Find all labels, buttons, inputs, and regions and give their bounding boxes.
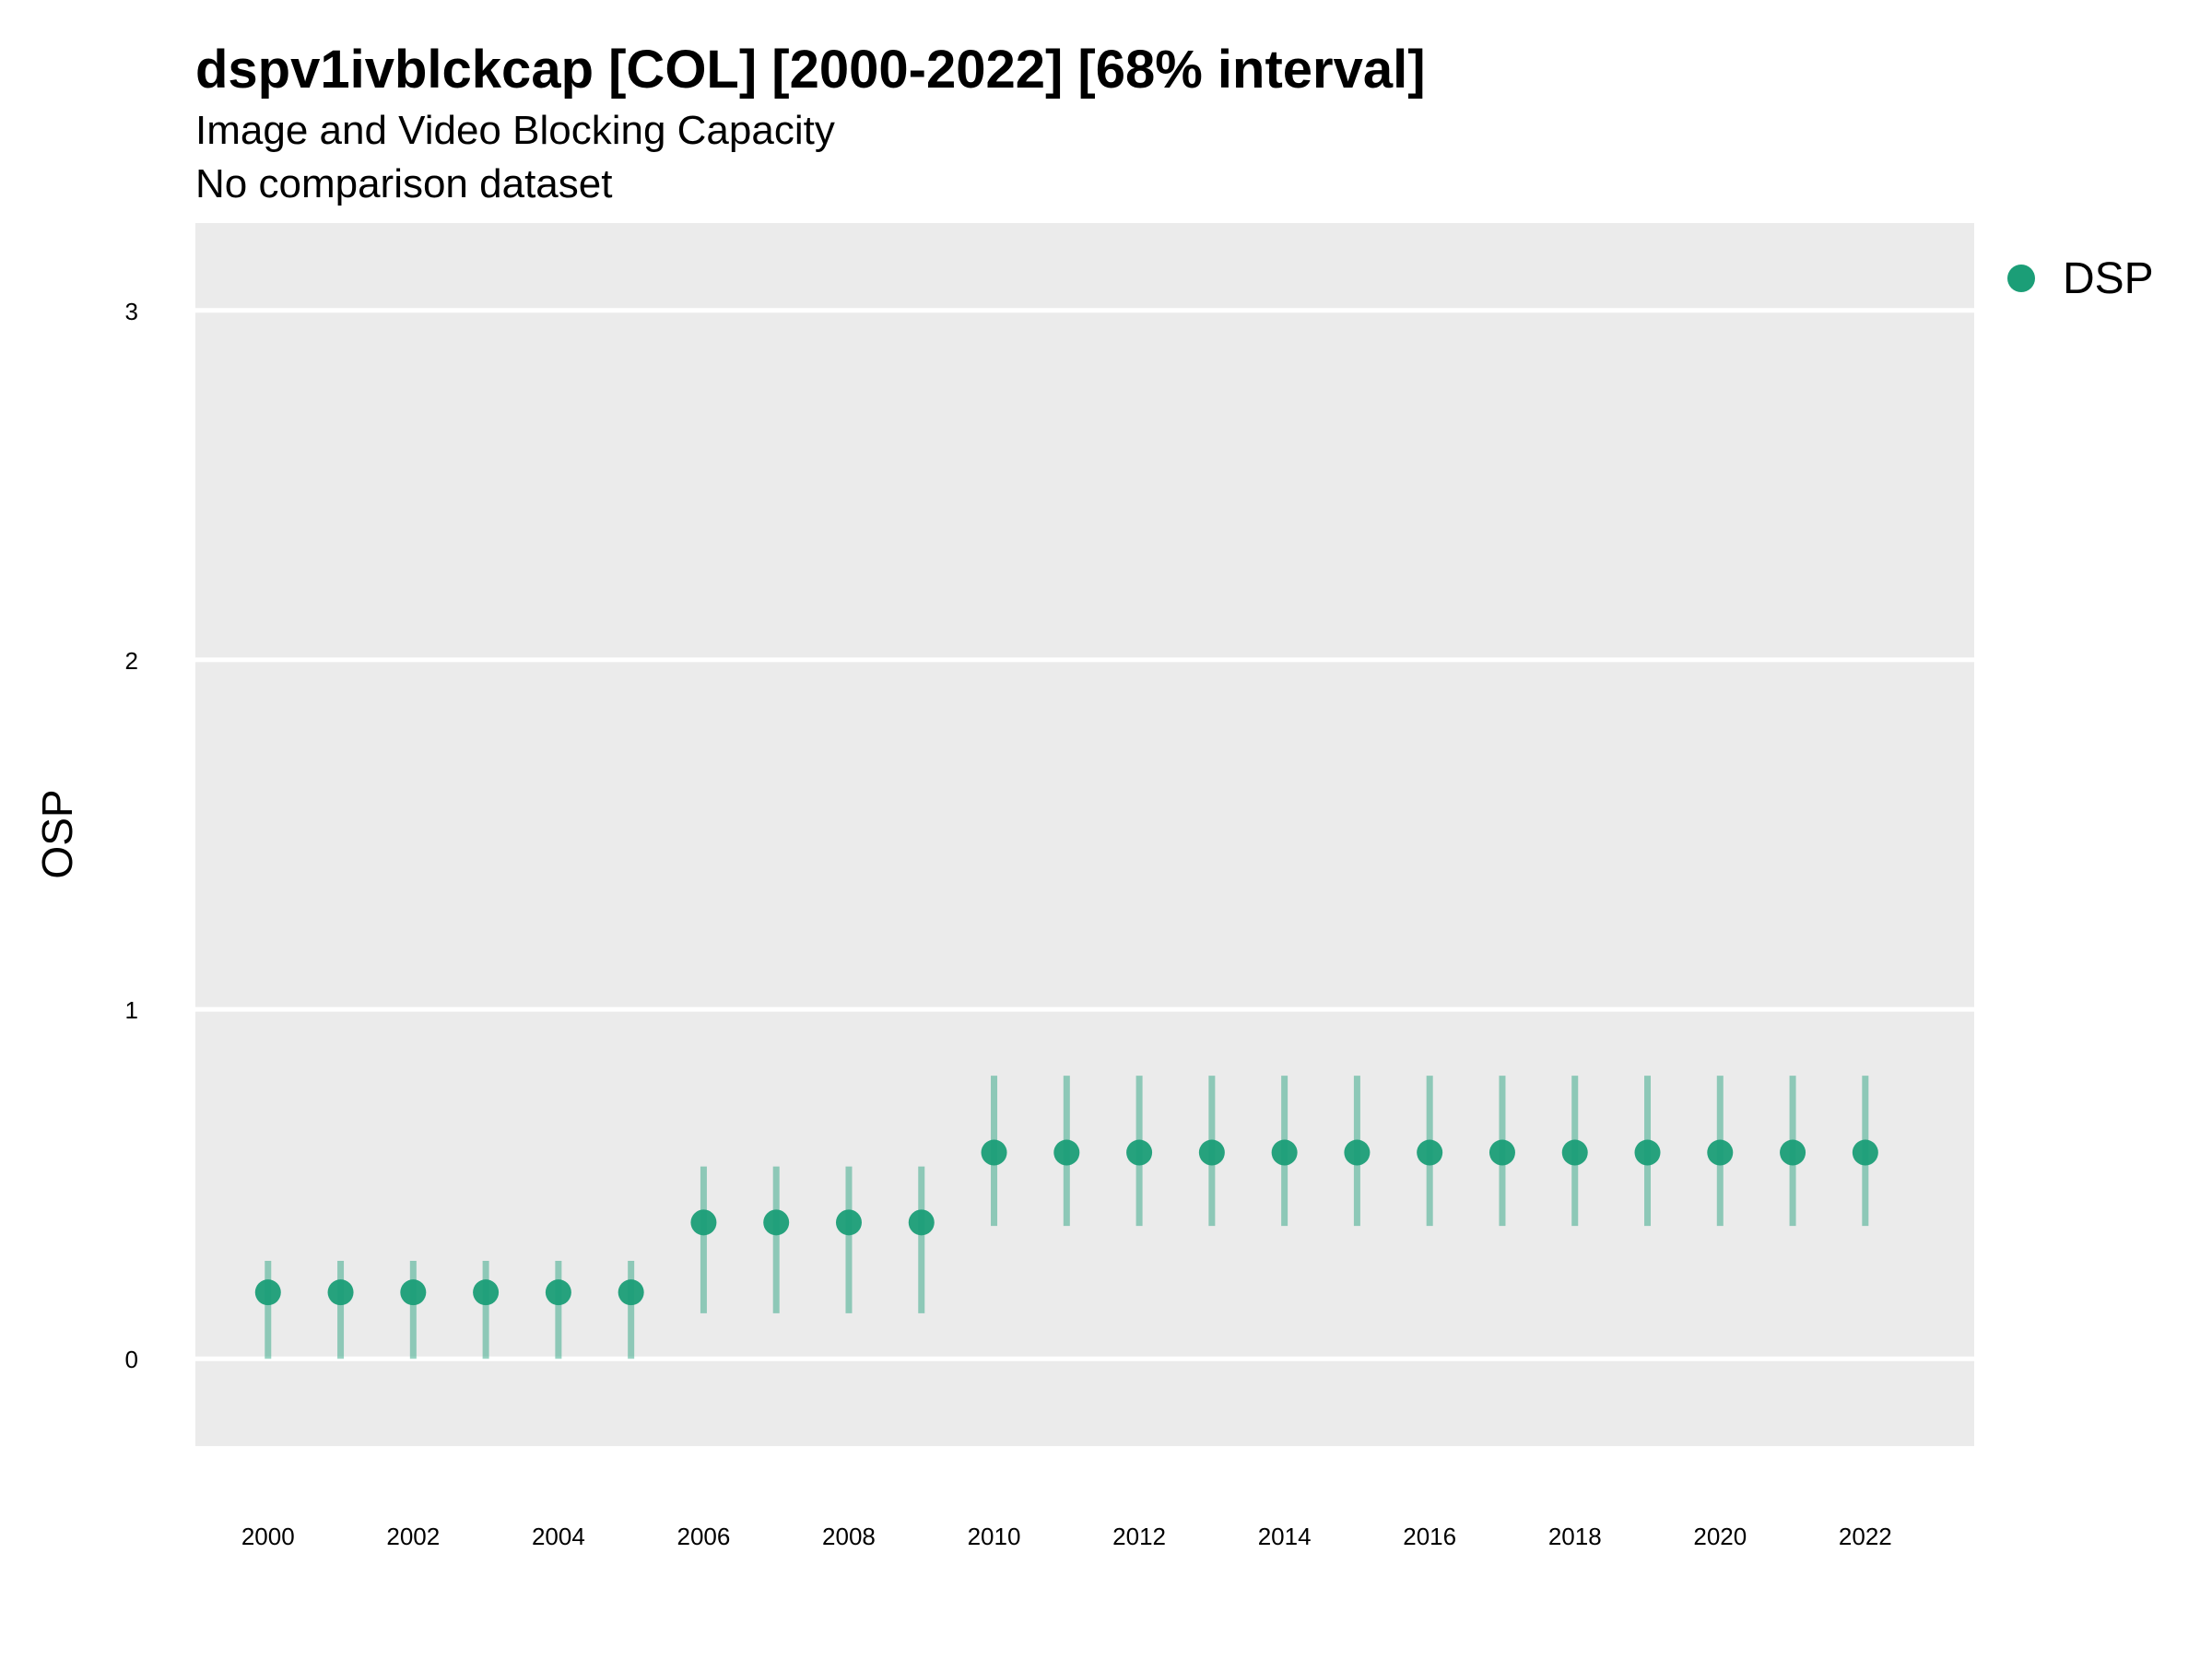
gridlines bbox=[195, 308, 1974, 1361]
chart-title: dspv1ivblckcap [COL] [2000-2022] [68% in… bbox=[195, 40, 1426, 100]
x-tick-label: 2012 bbox=[1112, 1523, 1166, 1550]
data-point bbox=[690, 1209, 717, 1236]
data-point bbox=[1198, 1139, 1225, 1166]
data-point bbox=[400, 1279, 427, 1306]
chart-subtitle-2: No comparison dataset bbox=[195, 161, 612, 206]
data-point bbox=[1707, 1139, 1734, 1166]
data-point bbox=[1852, 1139, 1878, 1166]
y-tick-label: 0 bbox=[125, 1346, 138, 1373]
x-tick-label: 2014 bbox=[1258, 1523, 1312, 1550]
x-tick-label: 2016 bbox=[1403, 1523, 1456, 1550]
data-point bbox=[1488, 1139, 1515, 1166]
x-tick-label: 2006 bbox=[677, 1523, 731, 1550]
chart-subtitle: Image and Video Blocking Capacity bbox=[195, 108, 835, 153]
x-tick-label: 2002 bbox=[386, 1523, 440, 1550]
data-point bbox=[327, 1279, 354, 1306]
y-tick-label: 1 bbox=[125, 996, 138, 1024]
data-point bbox=[1271, 1139, 1298, 1166]
x-tick-label: 2018 bbox=[1548, 1523, 1602, 1550]
data-point bbox=[1634, 1139, 1661, 1166]
data-point bbox=[1053, 1139, 1080, 1166]
legend-label: DSP bbox=[2063, 254, 2154, 303]
data-point bbox=[835, 1209, 862, 1236]
plot-panel bbox=[195, 223, 1974, 1446]
data-point bbox=[1417, 1139, 1443, 1166]
y-axis-label: OSP bbox=[33, 789, 81, 878]
x-tick-label: 2008 bbox=[822, 1523, 876, 1550]
x-tick-label: 2020 bbox=[1693, 1523, 1747, 1550]
x-axis-ticks: 2000 2002 2004 2006 2008 2010 2012 2014 2016 2018… bbox=[241, 1523, 1892, 1550]
data-point bbox=[1780, 1139, 1806, 1166]
data-point bbox=[763, 1209, 790, 1236]
x-tick-label: 2000 bbox=[241, 1523, 295, 1550]
x-tick-label: 2010 bbox=[968, 1523, 1021, 1550]
data-point bbox=[473, 1279, 500, 1306]
legend-marker bbox=[2007, 265, 2035, 292]
data-point bbox=[618, 1279, 644, 1306]
data-point bbox=[1126, 1139, 1153, 1166]
data-point bbox=[254, 1279, 281, 1306]
data-point bbox=[1344, 1139, 1371, 1166]
legend: DSP bbox=[2007, 254, 2154, 303]
y-tick-label: 3 bbox=[125, 298, 138, 325]
data-point bbox=[1561, 1139, 1588, 1166]
data-point bbox=[545, 1279, 571, 1306]
y-tick-label: 2 bbox=[125, 647, 138, 675]
data-points bbox=[254, 1139, 1878, 1306]
y-axis-ticks: 0 1 2 3 bbox=[125, 298, 138, 1373]
x-tick-label: 2004 bbox=[532, 1523, 585, 1550]
data-point bbox=[981, 1139, 1007, 1166]
data-point bbox=[908, 1209, 935, 1236]
x-tick-label: 2022 bbox=[1839, 1523, 1892, 1550]
